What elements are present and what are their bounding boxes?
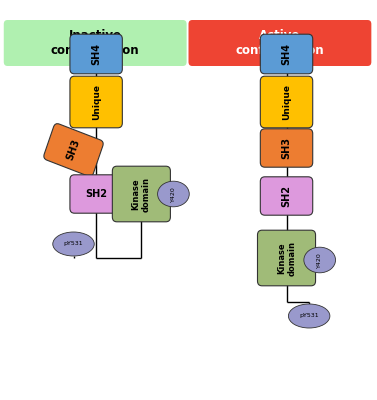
Text: pY531: pY531 — [299, 314, 319, 318]
Text: SH2: SH2 — [85, 189, 107, 199]
FancyBboxPatch shape — [188, 20, 371, 66]
Text: Unique: Unique — [92, 84, 101, 120]
FancyBboxPatch shape — [260, 129, 313, 167]
FancyBboxPatch shape — [260, 177, 313, 215]
FancyBboxPatch shape — [257, 230, 316, 286]
Ellipse shape — [304, 247, 336, 273]
Text: Inactive
conformation: Inactive conformation — [51, 29, 139, 57]
Text: SH3: SH3 — [282, 137, 291, 159]
Ellipse shape — [288, 304, 330, 328]
FancyBboxPatch shape — [112, 166, 170, 222]
Text: Kinase
domain: Kinase domain — [132, 176, 151, 212]
Text: SH4: SH4 — [91, 43, 101, 65]
Text: SH4: SH4 — [282, 43, 291, 65]
Text: Kinase
domain: Kinase domain — [277, 240, 296, 276]
Text: Active
conformation: Active conformation — [236, 29, 324, 57]
Text: pY531: pY531 — [64, 242, 83, 246]
FancyBboxPatch shape — [260, 34, 313, 74]
Ellipse shape — [158, 181, 189, 207]
Text: Y420: Y420 — [171, 186, 176, 202]
FancyBboxPatch shape — [260, 76, 313, 128]
FancyBboxPatch shape — [70, 76, 122, 128]
FancyBboxPatch shape — [44, 124, 103, 176]
FancyBboxPatch shape — [4, 20, 187, 66]
Text: SH3: SH3 — [65, 138, 82, 162]
Text: Unique: Unique — [282, 84, 291, 120]
FancyBboxPatch shape — [70, 175, 122, 213]
Text: Y420: Y420 — [317, 252, 322, 268]
Ellipse shape — [53, 232, 94, 256]
FancyBboxPatch shape — [70, 34, 122, 74]
Text: SH2: SH2 — [282, 185, 291, 207]
